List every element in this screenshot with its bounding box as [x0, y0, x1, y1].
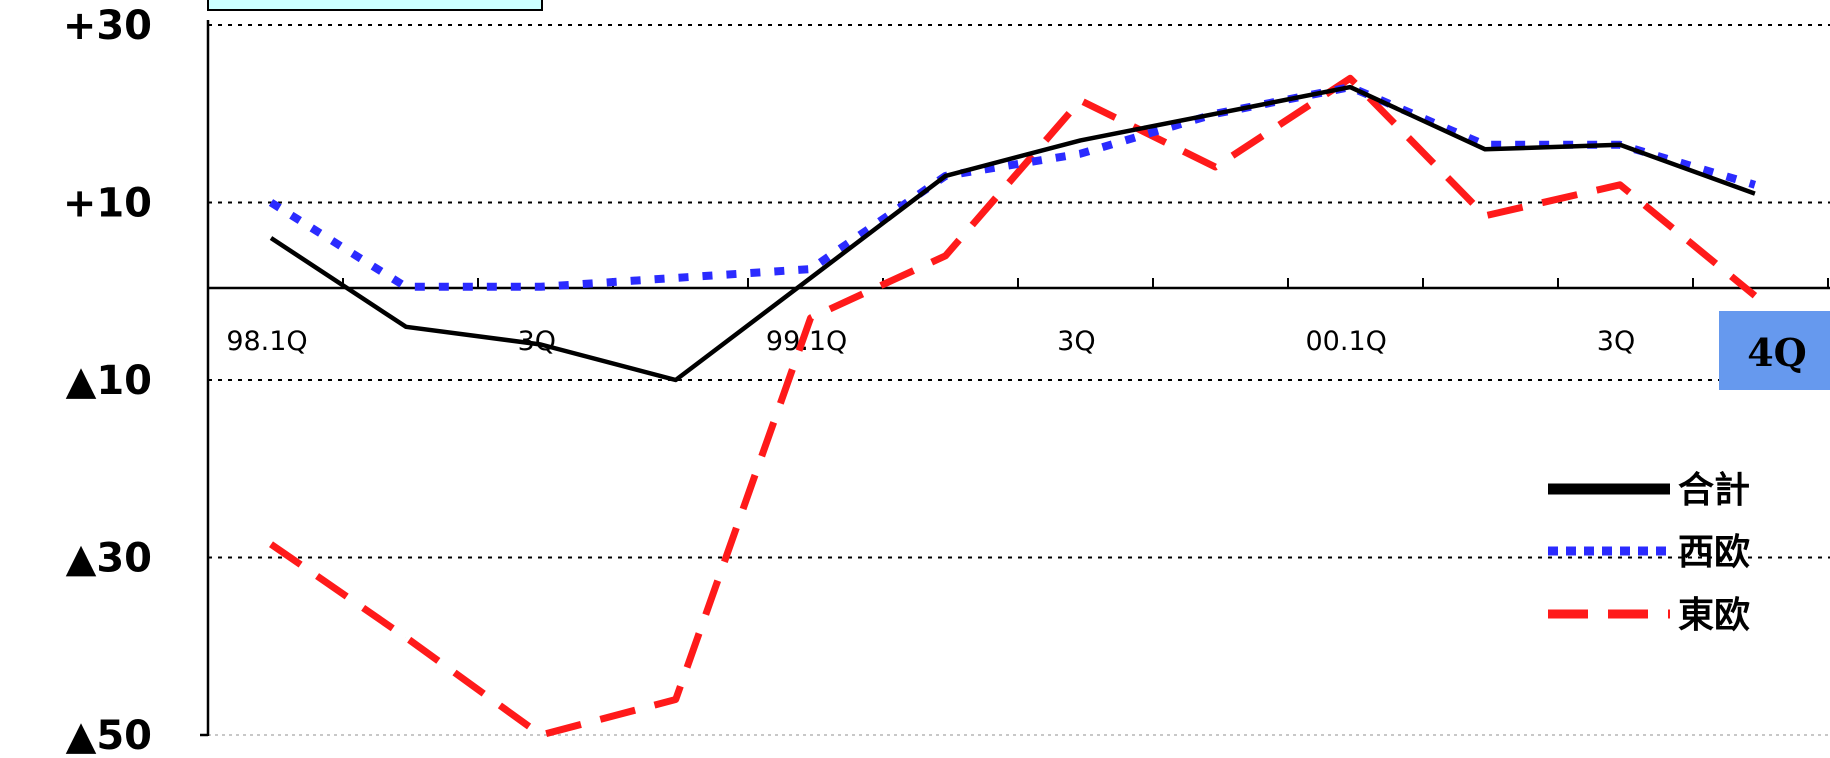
series-line [268, 83, 1757, 291]
x-tick-label: 3Q [1597, 326, 1635, 357]
y-tick-labels: +30 +10 ▲10 ▲30 ▲50 [63, 3, 152, 758]
highlight-badge-label: 4Q [1747, 330, 1807, 375]
x-tick-label: 00.1Q [1306, 326, 1387, 357]
legend-label: 東欧 [1678, 595, 1750, 636]
x-tick-label: 98.1Q [226, 326, 307, 357]
legend-label: 西欧 [1678, 532, 1750, 573]
series-lines [268, 74, 1758, 739]
highlight-badge-box [1719, 311, 1830, 390]
series-line [269, 84, 1756, 383]
series-line [269, 74, 1758, 739]
y-tick-label: ▲30 [66, 536, 152, 582]
highlight-badge: 4Q [1719, 311, 1830, 390]
y-tick-label: +10 [63, 181, 152, 227]
top-label-box [207, 0, 543, 11]
y-tick-label: ▲50 [66, 713, 152, 758]
y-tick-label: +30 [63, 3, 152, 49]
legend-label: 合計 [1678, 470, 1750, 511]
x-tick-label: 3Q [1057, 326, 1095, 357]
axes [200, 20, 1830, 737]
y-tick-label: ▲10 [66, 358, 152, 404]
gridlines [208, 24, 1830, 736]
